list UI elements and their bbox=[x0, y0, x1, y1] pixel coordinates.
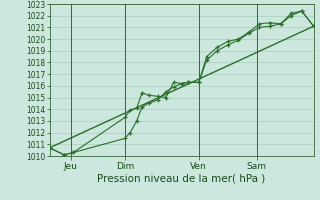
X-axis label: Pression niveau de la mer( hPa ): Pression niveau de la mer( hPa ) bbox=[98, 173, 266, 183]
